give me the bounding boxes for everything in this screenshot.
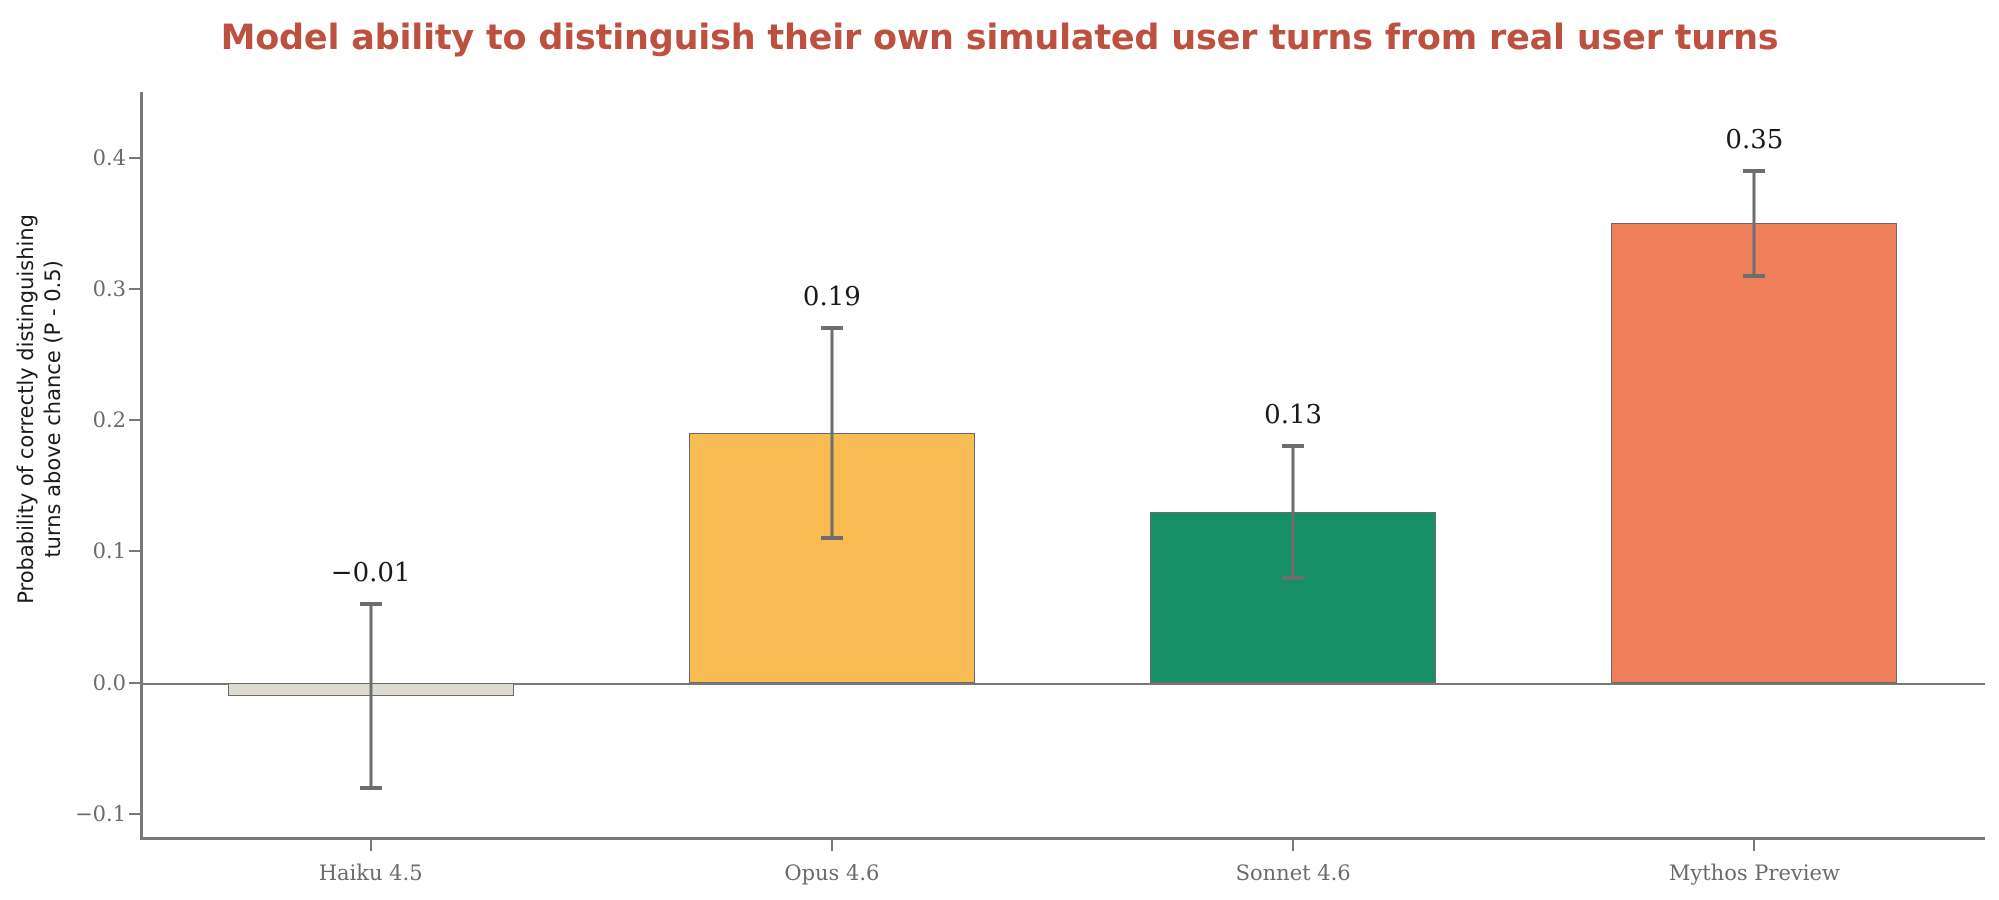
x-tick-mark (1753, 840, 1756, 851)
error-bar-cap-upper-sonnet-4-6 (1282, 444, 1305, 449)
y-tick-mark (129, 550, 140, 553)
error-bar-cap-lower-haiku-4-5 (359, 785, 382, 790)
error-bar-cap-upper-opus-4-6 (820, 326, 843, 331)
x-tick-label-haiku-4-5: Haiku 4.5 (318, 861, 423, 885)
bar-mythos-preview[interactable] (1611, 223, 1898, 683)
error-bar-cap-lower-opus-4-6 (820, 536, 843, 541)
x-tick-label-sonnet-4-6: Sonnet 4.6 (1235, 861, 1351, 885)
y-tick-mark (129, 419, 140, 422)
x-tick-mark (369, 840, 372, 851)
y-tick-label: 0.4 (92, 145, 126, 170)
bar-value-label-haiku-4-5: −0.01 (330, 557, 411, 588)
y-tick-mark (129, 681, 140, 684)
zero-reference-line (140, 683, 1985, 685)
y-tick-label: 0.0 (92, 670, 126, 695)
y-tick-mark (129, 287, 140, 290)
error-bar-line-haiku-4-5 (369, 603, 373, 788)
y-tick-label: 0.1 (92, 539, 126, 564)
x-tick-label-mythos-preview: Mythos Preview (1668, 861, 1840, 885)
y-tick-mark (129, 812, 140, 815)
x-tick-mark (830, 840, 833, 851)
y-axis-spine (140, 92, 143, 840)
bar-value-label-sonnet-4-6: 0.13 (1264, 400, 1323, 431)
error-bar-cap-lower-mythos-preview (1743, 273, 1766, 278)
chart-title: Model ability to distinguish their own s… (220, 18, 1779, 58)
y-tick-label: −0.1 (75, 801, 126, 826)
y-tick-label: 0.3 (92, 276, 126, 301)
error-bar-line-mythos-preview (1752, 170, 1756, 276)
error-bar-cap-upper-mythos-preview (1743, 168, 1766, 173)
bar-value-label-mythos-preview: 0.35 (1725, 124, 1784, 155)
x-axis-spine (140, 837, 1985, 840)
error-bar-line-opus-4-6 (830, 328, 834, 539)
y-tick-label: 0.2 (92, 408, 126, 433)
bar-value-label-opus-4-6: 0.19 (802, 282, 861, 313)
y-tick-mark (129, 156, 140, 159)
error-bar-cap-upper-haiku-4-5 (359, 601, 382, 606)
error-bar-cap-lower-sonnet-4-6 (1282, 575, 1305, 580)
x-tick-label-opus-4-6: Opus 4.6 (784, 861, 880, 885)
error-bar-line-sonnet-4-6 (1291, 446, 1295, 578)
x-tick-mark (1292, 840, 1295, 851)
plot-area: 0.4 0.3 0.2 0.1 0.0 −0.1 Haiku 4.5 Opus 4.6 Son… (75, 92, 1985, 885)
